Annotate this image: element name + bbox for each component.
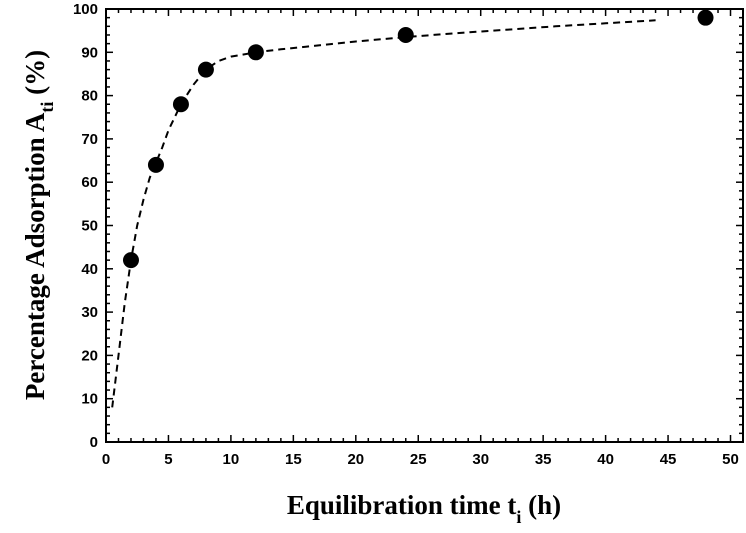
y-tick-label: 90 [81,44,98,61]
y-tick-label: 0 [90,434,98,451]
tick-labels: 0 5 10 15 20 25 30 35 40 45 50 0 10 20 30 40 50 60 70 80 90 1… [73,1,739,468]
x-axis-title-main: Equilibration time t [287,490,517,520]
data-point [697,9,714,26]
x-tick-label: 20 [347,451,364,468]
y-tick-label: 100 [73,1,98,18]
x-tick-label: 25 [410,451,427,468]
y-tick-label: 40 [81,261,98,278]
ticks [105,8,744,443]
x-axis-title: Equilibration time ti (h) [287,490,561,527]
fit-curve [111,19,656,408]
x-tick-label: 40 [597,451,614,468]
y-axis-title-unit: (%) [20,50,50,102]
data-points [122,9,714,269]
x-tick-label: 45 [660,451,677,468]
data-point [247,44,264,61]
x-tick-label: 0 [102,451,110,468]
x-axis-title-sub: i [516,507,521,527]
x-tick-label: 50 [722,451,739,468]
data-point [172,96,189,113]
y-tick-label: 80 [81,88,98,105]
x-tick-label: 35 [535,451,552,468]
y-tick-label: 20 [81,347,98,364]
x-tick-label: 10 [223,451,240,468]
x-axis-title-unit: (h) [521,490,561,520]
data-point [197,61,214,78]
y-tick-label: 10 [81,391,98,408]
data-point [147,156,164,173]
y-axis-title: Percentage Adsorption Ati (%) [20,50,57,400]
x-tick-label: 5 [164,451,172,468]
x-tick-label: 30 [472,451,489,468]
x-tick-label: 15 [285,451,302,468]
y-tick-label: 50 [81,218,98,235]
y-tick-label: 70 [81,131,98,148]
data-point [397,26,414,43]
y-axis-title-sub: ti [37,102,57,113]
y-tick-label: 30 [81,304,98,321]
data-point [122,252,139,269]
y-tick-label: 60 [81,174,98,191]
y-axis-title-main: Percentage Adsorption A [20,112,50,400]
